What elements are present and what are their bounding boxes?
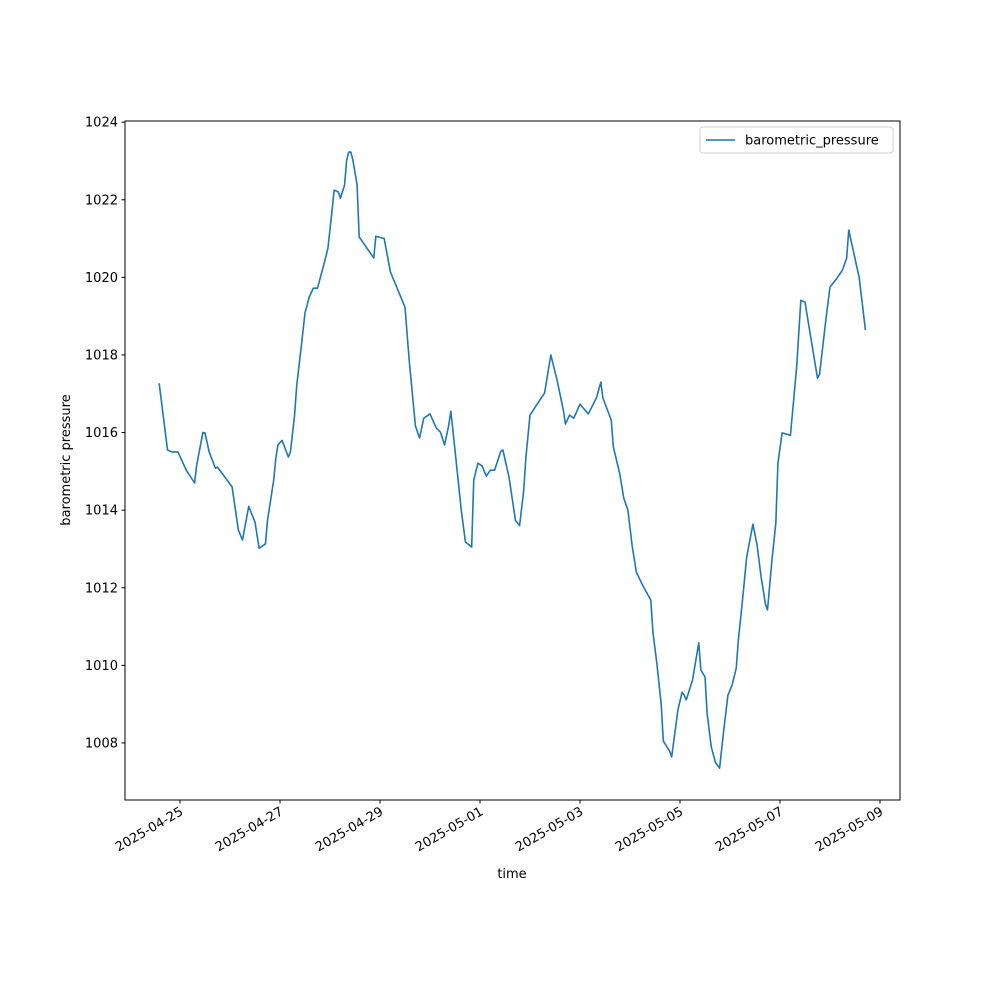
y-tick-label: 1012: [85, 581, 118, 596]
y-tick-label: 1018: [85, 348, 118, 363]
y-tick-label: 1010: [85, 659, 118, 674]
x-tick-label: 2025-05-03: [513, 804, 586, 855]
x-tick-label: 2025-04-29: [313, 804, 386, 855]
y-tick-label: 1008: [85, 736, 118, 751]
y-tick-label: 1024: [85, 116, 118, 131]
y-tick-label: 1016: [85, 426, 118, 441]
y-tick-label: 1022: [85, 193, 118, 208]
x-axis-label: time: [497, 867, 526, 882]
x-tick-label: 2025-05-05: [613, 804, 686, 855]
y-tick-label: 1014: [85, 504, 118, 519]
x-tick-label: 2025-05-07: [713, 804, 786, 855]
x-tick-label: 2025-04-25: [113, 804, 186, 855]
x-tick-label: 2025-05-09: [813, 804, 886, 855]
plot-frame: [124, 120, 901, 801]
y-axis-label: barometric pressure: [59, 394, 74, 525]
legend-box: [699, 126, 894, 154]
x-tick-label: 2025-04-27: [213, 804, 286, 855]
y-tick-label: 1020: [85, 271, 118, 286]
legend-label: barometric_pressure: [745, 134, 879, 149]
x-tick-label: 2025-05-01: [413, 804, 486, 855]
line-series: [158, 151, 867, 769]
